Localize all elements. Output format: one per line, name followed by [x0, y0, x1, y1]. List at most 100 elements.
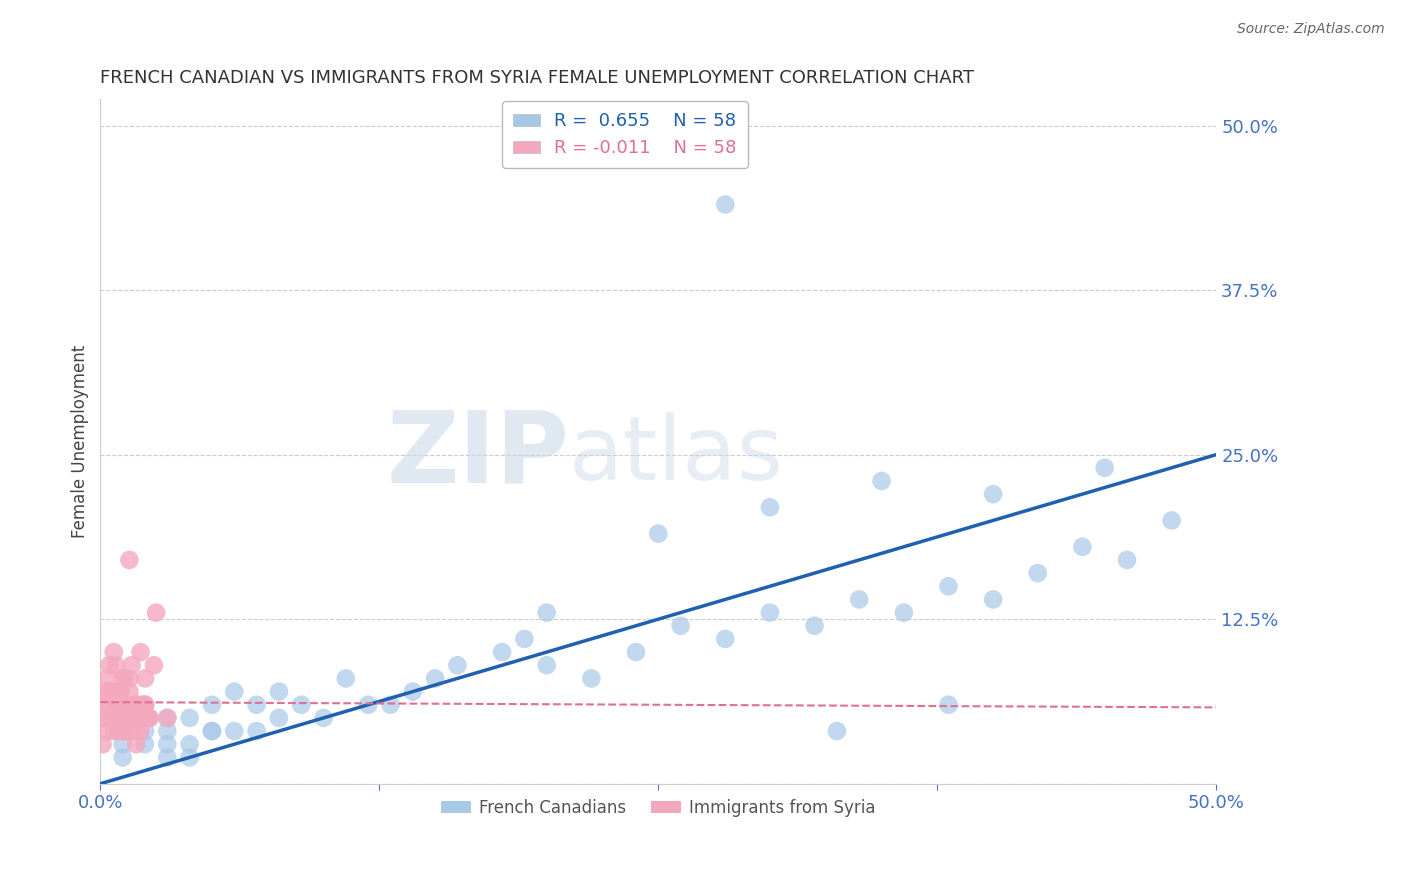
Point: [134, 698, 156, 712]
Point: [104, 698, 127, 712]
Point: [118, 553, 141, 567]
Point: [1160, 513, 1182, 527]
Point: [245, 698, 267, 712]
Point: [98, 684, 121, 698]
Y-axis label: Female Unemployment: Female Unemployment: [72, 345, 89, 538]
Point: [129, 645, 152, 659]
Point: [136, 711, 159, 725]
Point: [138, 711, 160, 725]
Point: [115, 711, 138, 725]
Point: [536, 658, 558, 673]
Text: ZIP: ZIP: [387, 407, 569, 504]
Point: [156, 711, 179, 725]
Point: [115, 711, 138, 725]
Point: [581, 672, 603, 686]
Point: [536, 606, 558, 620]
Point: [312, 711, 335, 725]
Point: [118, 672, 141, 686]
Point: [111, 711, 134, 725]
Point: [893, 606, 915, 620]
Point: [115, 711, 138, 725]
Point: [446, 658, 468, 673]
Point: [94, 711, 117, 725]
Point: [111, 698, 134, 712]
Point: [110, 684, 132, 698]
Point: [402, 684, 425, 698]
Point: [138, 711, 160, 725]
Text: Source: ZipAtlas.com: Source: ZipAtlas.com: [1237, 22, 1385, 37]
Point: [156, 750, 179, 764]
Point: [98, 658, 121, 673]
Point: [335, 672, 357, 686]
Point: [121, 658, 143, 673]
Point: [96, 724, 118, 739]
Point: [103, 724, 125, 739]
Text: atlas: atlas: [569, 411, 785, 499]
Point: [125, 737, 148, 751]
Point: [759, 606, 782, 620]
Point: [224, 724, 246, 739]
Point: [142, 658, 165, 673]
Point: [111, 724, 134, 739]
Point: [981, 487, 1004, 501]
Point: [129, 724, 152, 739]
Point: [129, 711, 152, 725]
Point: [224, 684, 246, 698]
Point: [111, 750, 134, 764]
Point: [267, 684, 290, 698]
Point: [179, 750, 201, 764]
Point: [107, 684, 129, 698]
Point: [107, 684, 129, 698]
Point: [156, 724, 179, 739]
Point: [938, 698, 960, 712]
Point: [96, 672, 118, 686]
Point: [91, 711, 114, 725]
Point: [134, 698, 156, 712]
Point: [114, 698, 136, 712]
Point: [179, 737, 201, 751]
Point: [91, 737, 114, 751]
Point: [1094, 460, 1116, 475]
Point: [111, 672, 134, 686]
Point: [134, 711, 156, 725]
Point: [98, 698, 121, 712]
Point: [1071, 540, 1094, 554]
Point: [121, 711, 143, 725]
Point: [132, 698, 155, 712]
Point: [1116, 553, 1139, 567]
Point: [714, 632, 737, 646]
Point: [380, 698, 402, 712]
Text: FRENCH CANADIAN VS IMMIGRANTS FROM SYRIA FEMALE UNEMPLOYMENT CORRELATION CHART: FRENCH CANADIAN VS IMMIGRANTS FROM SYRIA…: [100, 69, 974, 87]
Point: [122, 698, 145, 712]
Point: [134, 672, 156, 686]
Point: [201, 724, 224, 739]
Point: [104, 658, 127, 673]
Point: [134, 724, 156, 739]
Point: [803, 619, 825, 633]
Point: [122, 711, 145, 725]
Point: [122, 724, 145, 739]
Point: [114, 672, 136, 686]
Point: [759, 500, 782, 515]
Point: [1026, 566, 1049, 580]
Point: [423, 672, 446, 686]
Point: [125, 711, 148, 725]
Point: [110, 711, 132, 725]
Point: [94, 684, 117, 698]
Point: [103, 645, 125, 659]
Point: [110, 698, 132, 712]
Point: [134, 737, 156, 751]
Point: [669, 619, 692, 633]
Point: [848, 592, 870, 607]
Point: [118, 684, 141, 698]
Point: [245, 724, 267, 739]
Point: [111, 724, 134, 739]
Point: [156, 711, 179, 725]
Point: [111, 737, 134, 751]
Point: [513, 632, 536, 646]
Point: [870, 474, 893, 488]
Point: [201, 724, 224, 739]
Point: [938, 579, 960, 593]
Point: [357, 698, 380, 712]
Point: [714, 197, 737, 211]
